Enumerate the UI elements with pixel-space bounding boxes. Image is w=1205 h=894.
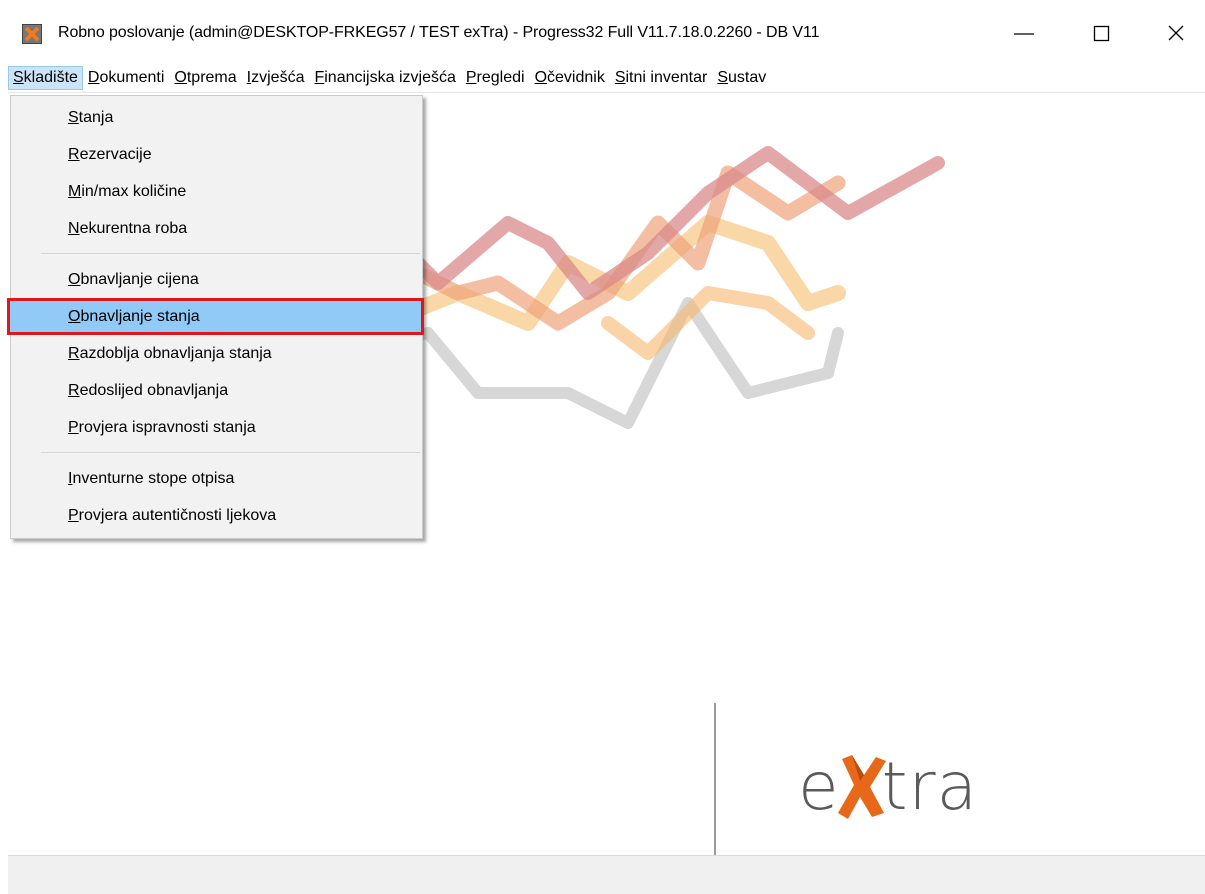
separator	[41, 452, 420, 453]
menu-option-label: Rezervacije	[68, 136, 152, 173]
menu-option[interactable]: Provjera autentičnosti ljekova	[11, 497, 422, 534]
menu-option-label: Provjera ispravnosti stanja	[68, 409, 256, 446]
menu-option-label: Provjera autentičnosti ljekova	[68, 497, 276, 534]
menu-option[interactable]: Inventurne stope otpisa	[11, 460, 422, 497]
menu-item[interactable]: Dokumenti	[83, 66, 169, 90]
menu-item[interactable]: Sustav	[712, 66, 771, 90]
menu-option-label: Obnavljanje stanja	[68, 298, 200, 335]
menu-option[interactable]: Obnavljanje cijena	[11, 261, 422, 298]
menu-item[interactable]: Izvješća	[242, 66, 310, 90]
logo-text: e	[798, 748, 840, 825]
app-icon	[22, 24, 42, 44]
menu-option[interactable]: Razdoblja obnavljanja stanja	[11, 335, 422, 372]
menu-option-label: Inventurne stope otpisa	[68, 460, 234, 497]
window-title: Robno poslovanje (admin@DESKTOP-FRKEG57 …	[58, 24, 819, 42]
menu-option-label: Stanja	[68, 99, 113, 136]
menu-item[interactable]: Skladište	[8, 66, 83, 90]
menu-option-label: Razdoblja obnavljanja stanja	[68, 335, 272, 372]
menu-option-label: Nekurentna roba	[68, 210, 187, 247]
menu-item[interactable]: Pregledi	[461, 66, 530, 90]
menu-option[interactable]: Provjera ispravnosti stanja	[11, 409, 422, 446]
menu-option[interactable]: Min/max količine	[11, 173, 422, 210]
menu-option[interactable]: Rezervacije	[11, 136, 422, 173]
menu-option-label: Obnavljanje cijena	[68, 261, 199, 298]
separator	[41, 253, 420, 254]
menu-item[interactable]: Otprema	[169, 66, 241, 90]
menu-option[interactable]: Stanja	[11, 99, 422, 136]
menu-item[interactable]: Financijska izvješća	[309, 66, 460, 90]
menu-option[interactable]: Nekurentna roba	[11, 210, 422, 247]
menu-option-label: Redoslijed obnavljanja	[68, 372, 228, 409]
menu-option-label: Min/max količine	[68, 173, 186, 210]
menu-item[interactable]: Sitni inventar	[610, 66, 713, 90]
status-bar	[8, 855, 1205, 894]
app-window: Robno poslovanje (admin@DESKTOP-FRKEG57 …	[0, 0, 1205, 893]
title-bar: Robno poslovanje (admin@DESKTOP-FRKEG57 …	[0, 12, 1205, 56]
logo-text: tra	[882, 748, 978, 825]
menu-option[interactable]: Redoslijed obnavljanja	[11, 372, 422, 409]
menu-item[interactable]: Očevidnik	[530, 66, 610, 90]
menu-option[interactable]: Obnavljanje stanja	[7, 298, 424, 335]
close-button[interactable]	[1169, 26, 1183, 40]
window-controls	[1008, 22, 1198, 46]
maximize-button[interactable]	[1095, 27, 1109, 41]
